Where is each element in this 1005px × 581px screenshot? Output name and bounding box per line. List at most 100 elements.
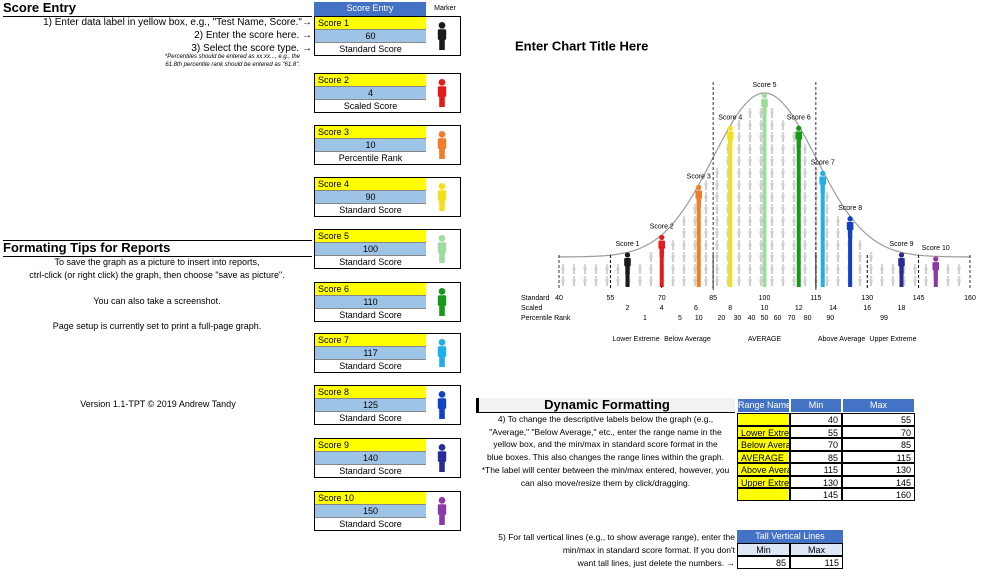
- head: [781, 264, 785, 267]
- table-cell[interactable]: 115: [842, 450, 915, 463]
- body: [803, 158, 807, 163]
- score-name[interactable]: Score 4: [315, 178, 426, 191]
- table-cell[interactable]: 85: [790, 450, 842, 463]
- score-value[interactable]: 10: [315, 139, 426, 152]
- table-cell[interactable]: 115: [790, 556, 843, 569]
- head: [781, 120, 785, 123]
- score-type[interactable]: Percentile Rank: [338, 153, 403, 163]
- range-name[interactable]: AVERAGE: [737, 450, 790, 463]
- body: [803, 230, 807, 235]
- crowd-icon: [924, 276, 928, 286]
- head: [858, 252, 862, 255]
- marker-label: Score 6: [787, 115, 811, 122]
- crowd-icon: [737, 192, 741, 202]
- body: [761, 98, 768, 108]
- head: [438, 235, 446, 242]
- table-cell[interactable]: 160: [842, 488, 915, 501]
- legs: [672, 246, 674, 250]
- crowd-icon: [825, 204, 829, 214]
- table-cell[interactable]: 55: [790, 425, 842, 438]
- score-value[interactable]: 140: [315, 452, 426, 465]
- table-cell[interactable]: 85: [737, 556, 790, 569]
- crowd-icon: [803, 264, 807, 274]
- legs: [771, 246, 773, 250]
- score-block: [314, 491, 461, 531]
- range-name[interactable]: Above Average: [737, 463, 790, 476]
- legs: [727, 198, 729, 202]
- legs: [562, 282, 564, 286]
- table-cell[interactable]: 70: [842, 425, 915, 438]
- range-name[interactable]: [737, 413, 790, 426]
- score-value[interactable]: 100: [315, 243, 426, 256]
- head: [438, 131, 446, 138]
- score-name[interactable]: Score 2: [315, 74, 426, 87]
- score-value[interactable]: 125: [315, 399, 426, 412]
- score-name[interactable]: Score 1: [315, 17, 426, 30]
- crowd-icon: [803, 252, 807, 262]
- score-type[interactable]: Standard Score: [339, 44, 402, 54]
- table-cell[interactable]: 145: [842, 475, 915, 488]
- score-name[interactable]: Score 7: [315, 334, 426, 347]
- head: [836, 252, 840, 255]
- score-type[interactable]: Standard Score: [339, 519, 402, 529]
- score-type[interactable]: Standard Score: [339, 361, 402, 371]
- table-cell[interactable]: 115: [790, 463, 842, 476]
- table-cell[interactable]: 85: [842, 438, 915, 451]
- score-type[interactable]: Standard Score: [339, 466, 402, 476]
- score-name[interactable]: Score 6: [315, 283, 426, 296]
- score-value[interactable]: 150: [315, 505, 426, 518]
- score-type[interactable]: Scaled Score: [343, 101, 398, 111]
- table-cell[interactable]: 130: [842, 463, 915, 476]
- head: [825, 216, 829, 219]
- range-name[interactable]: Lower Extreme: [737, 425, 790, 438]
- crowd-icon: [759, 216, 763, 226]
- head: [682, 276, 686, 279]
- table-cell[interactable]: 130: [790, 475, 842, 488]
- table-cell[interactable]: 145: [790, 488, 842, 501]
- score-name[interactable]: Score 9: [315, 439, 426, 452]
- head: [880, 264, 884, 267]
- crowd-icon: [715, 252, 719, 262]
- crowd-icon: [781, 180, 785, 190]
- table-cell[interactable]: 55: [842, 413, 915, 426]
- head: [748, 264, 752, 267]
- score-type[interactable]: Standard Score: [339, 413, 402, 423]
- section-title: Formating Tips for Reports: [3, 240, 312, 257]
- axis-row-label: Standard: [521, 295, 550, 302]
- legs: [782, 126, 784, 130]
- crowd-icon: [781, 120, 785, 130]
- score-value[interactable]: 90: [315, 191, 426, 204]
- crowd-icon: [792, 264, 796, 274]
- score-value[interactable]: 60: [315, 30, 426, 43]
- range-name[interactable]: [737, 488, 790, 501]
- score-name[interactable]: Score 8: [315, 386, 426, 399]
- score-value[interactable]: 110: [315, 296, 426, 309]
- score-name[interactable]: Score 3: [315, 126, 426, 139]
- score-value[interactable]: 117: [315, 347, 426, 360]
- table-cell[interactable]: 70: [790, 438, 842, 451]
- head: [715, 252, 719, 255]
- range-name[interactable]: Upper Extreme: [737, 475, 790, 488]
- body: [748, 254, 752, 259]
- body: [715, 218, 719, 223]
- score-type[interactable]: Standard Score: [339, 257, 402, 267]
- legs: [696, 197, 701, 207]
- body: [583, 266, 587, 271]
- head: [737, 240, 741, 243]
- legs: [903, 270, 905, 274]
- crowd-icon: [704, 192, 708, 202]
- crowd-icon: [957, 276, 961, 286]
- head: [682, 252, 686, 255]
- crowd-icon: [715, 216, 719, 226]
- score-name[interactable]: Score 5: [315, 230, 426, 243]
- score-name[interactable]: Score 10: [315, 492, 426, 505]
- score-type[interactable]: Standard Score: [339, 205, 402, 215]
- range-name[interactable]: Below Average: [737, 438, 790, 451]
- score-value[interactable]: 4: [315, 87, 426, 100]
- table-cell[interactable]: 40: [790, 413, 842, 426]
- head: [759, 228, 763, 231]
- score-type[interactable]: Standard Score: [339, 310, 402, 320]
- body: [737, 158, 741, 163]
- head: [796, 125, 802, 131]
- legs: [804, 222, 806, 226]
